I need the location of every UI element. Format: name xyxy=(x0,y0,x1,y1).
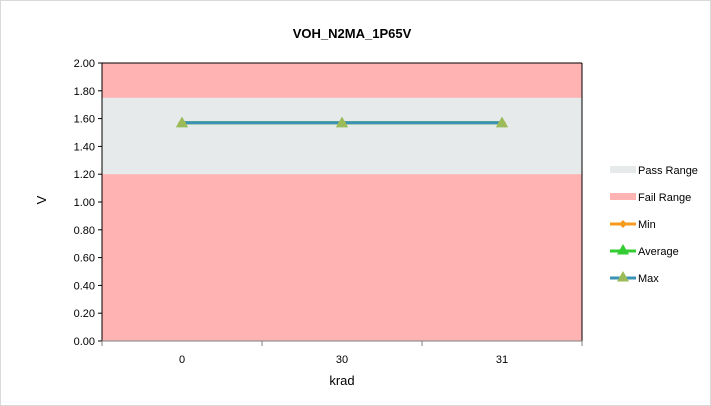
y-tick-label: 1.40 xyxy=(74,141,95,153)
pass-range-area xyxy=(102,97,582,175)
legend-swatch-fail-range xyxy=(610,193,636,200)
legend-label-min: Min xyxy=(638,219,656,231)
data-point-max xyxy=(336,116,348,128)
y-tick-label: 0.60 xyxy=(74,253,95,265)
legend-swatch-pass-range xyxy=(610,166,636,173)
x-tick-label: 31 xyxy=(496,354,508,366)
chart-title: VOH_N2MA_1P65V xyxy=(293,26,412,41)
y-tick-label: 1.80 xyxy=(74,86,95,98)
legend-label-fail-range: Fail Range xyxy=(638,192,691,204)
data-point-max xyxy=(496,116,508,128)
y-tick-label: 1.00 xyxy=(74,197,95,209)
y-tick-label: 0.80 xyxy=(74,225,95,237)
y-tick-label: 1.60 xyxy=(74,114,95,126)
y-tick-label: 2.00 xyxy=(74,58,95,70)
legend: Pass Range Fail Range Min Average Max xyxy=(610,165,698,285)
legend-marker-average xyxy=(617,244,629,255)
x-axis-label: krad xyxy=(329,373,354,388)
data-point-max xyxy=(176,116,188,128)
legend-label-pass-range: Pass Range xyxy=(638,165,698,177)
x-tick-label: 0 xyxy=(179,354,185,366)
plot-area: 0.00 0.20 0.40 0.60 0.80 1.00 1.20 1.40 1.60 1.80… xyxy=(74,58,583,366)
y-tick-label: 0.20 xyxy=(74,308,95,320)
legend-label-max: Max xyxy=(638,273,659,285)
legend-marker-min xyxy=(619,220,627,228)
y-axis-label: V xyxy=(34,195,49,204)
y-tick-label: 0.40 xyxy=(74,280,95,292)
y-tick-label: 0.00 xyxy=(74,336,95,348)
legend-label-average: Average xyxy=(638,246,679,258)
legend-marker-max xyxy=(617,271,629,282)
x-tick-label: 30 xyxy=(336,354,348,366)
y-tick-label: 1.20 xyxy=(74,169,95,181)
